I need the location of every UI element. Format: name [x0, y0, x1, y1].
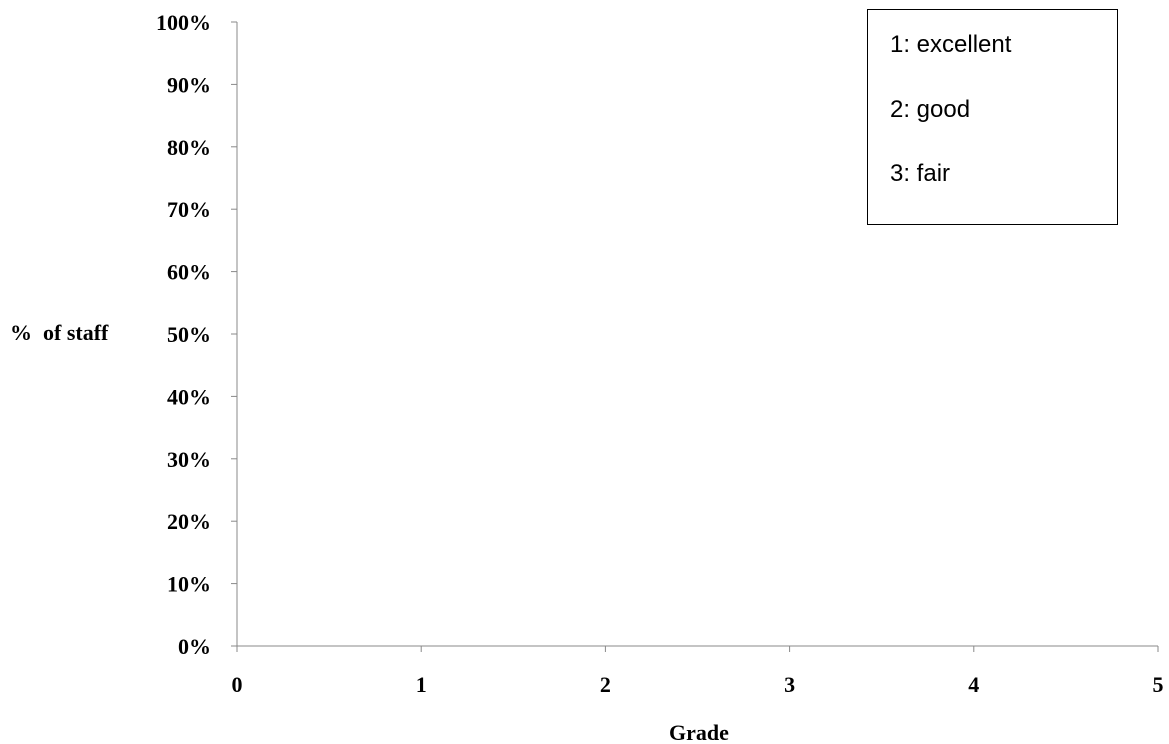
y-tick-label: 70%	[167, 197, 211, 222]
y-axis-title: % of staff	[10, 320, 109, 345]
y-tick-label: 50%	[167, 322, 211, 347]
y-axis: 0% 10% 20% 30% 40% 50% 60% 70% 80% 90% 100%	[156, 10, 238, 659]
x-axis-title: Grade	[669, 720, 729, 744]
y-tick-label: 20%	[167, 509, 211, 534]
y-tick-label: 30%	[167, 447, 211, 472]
y-tick-label: 80%	[167, 135, 211, 160]
legend: 1: excellent 2: good 3: fair	[867, 9, 1118, 225]
x-axis: 0 1 2 3 4 5	[232, 645, 1164, 697]
legend-item-good: 2: good	[890, 96, 971, 123]
y-tick-label: 60%	[167, 260, 211, 285]
x-tick-label: 5	[1153, 672, 1164, 697]
y-tick-label: 10%	[167, 572, 211, 597]
x-tick-label: 3	[784, 672, 795, 697]
x-tick-label: 1	[416, 672, 427, 697]
x-tick-label: 2	[600, 672, 611, 697]
legend-item-fair: 3: fair	[890, 160, 951, 187]
legend-item-excellent: 1: excellent	[890, 31, 1012, 58]
y-tick-label: 90%	[167, 72, 211, 97]
x-tick-label: 4	[968, 672, 979, 697]
y-tick-label: 0%	[178, 634, 211, 659]
x-tick-label: 0	[232, 672, 243, 697]
y-tick-label: 40%	[167, 384, 211, 409]
y-tick-label: 100%	[156, 10, 211, 35]
